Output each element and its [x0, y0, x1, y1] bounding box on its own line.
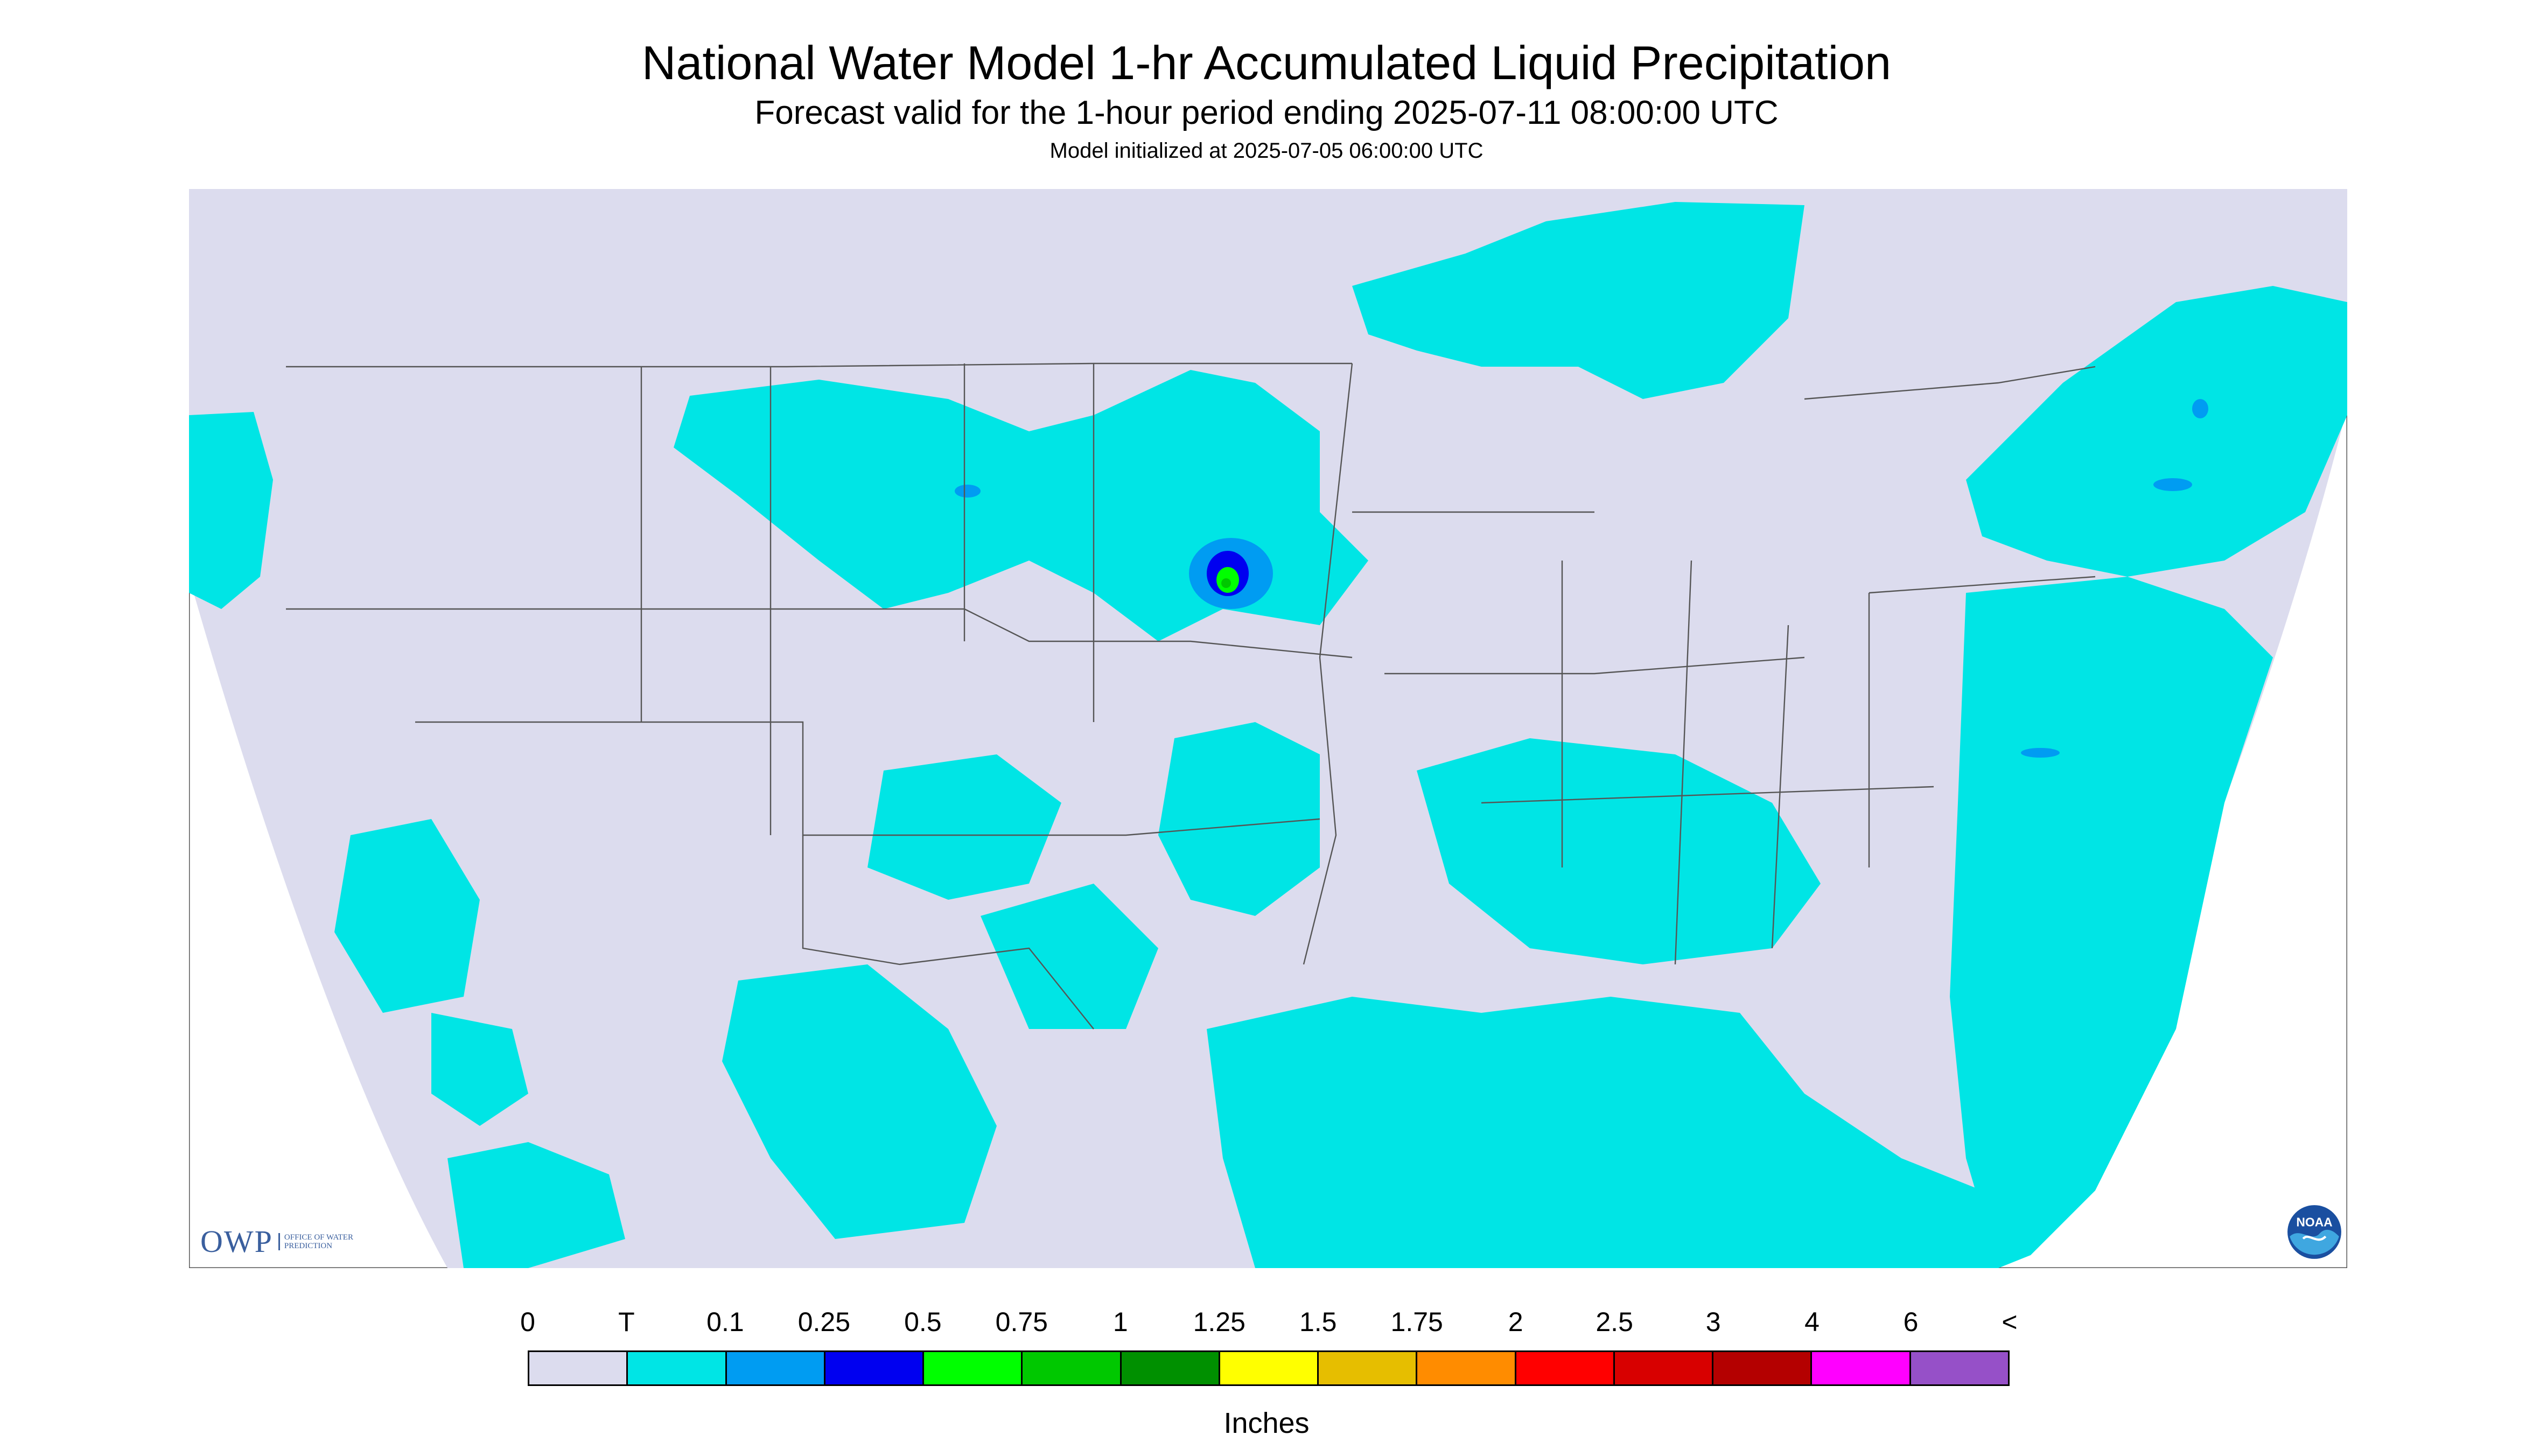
pacific-precip [189, 412, 273, 609]
map-subtitle: Forecast valid for the 1-hour period end… [754, 94, 1779, 131]
legend-tick-label: 4 [1804, 1307, 1820, 1337]
colorado-precip [981, 884, 1158, 1029]
legend-tick-label: 1 [1112, 1307, 1128, 1337]
legend-swatch [529, 1352, 628, 1384]
mexico-precip [722, 964, 997, 1239]
legend-tick-label: 0.1 [706, 1307, 744, 1337]
legend-tick-label: < [2002, 1307, 2018, 1337]
legend-swatch [1121, 1352, 1220, 1384]
legend-tick-label: 1.75 [1390, 1307, 1443, 1337]
minnesota-precip-075 [1221, 578, 1231, 588]
northeast-precip [1966, 286, 2347, 577]
legend-colorbar [528, 1350, 2010, 1386]
model-init-text: Model initialized at 2025-07-05 06:00:00… [1049, 139, 1484, 163]
state-borders [286, 362, 2096, 1030]
legend-swatch [1812, 1352, 1911, 1384]
socal-pacific-precip [447, 1142, 625, 1268]
legend-tick-label: 1.5 [1299, 1307, 1337, 1337]
gulf-precip [1207, 997, 1998, 1268]
legend-swatch [1516, 1352, 1615, 1384]
legend-swatch [1713, 1352, 1813, 1384]
southwest-precip [334, 819, 480, 1013]
precipitation-map [189, 189, 2347, 1268]
legend-tick-labels: 0 T 0.1 0.25 0.5 0.75 1 1.25 1.5 1.75 2 2.5 3 4 6 < [0, 1306, 2533, 1344]
legend-swatch [1220, 1352, 1319, 1384]
legend-swatch [726, 1352, 825, 1384]
legend-swatch [1911, 1352, 2008, 1384]
legend-swatch [1417, 1352, 1516, 1384]
legend-swatch [1614, 1352, 1714, 1384]
legend-units: Inches [1223, 1407, 1310, 1439]
atlantic-precip-010 [2021, 748, 2060, 758]
legend-tick-label: 0.75 [995, 1307, 1048, 1337]
legend-tick-label: 1.25 [1193, 1307, 1245, 1337]
legend-swatch [1023, 1352, 1122, 1384]
legend-swatch [825, 1352, 925, 1384]
legend-swatch [1319, 1352, 1418, 1384]
dakota-precip-010 [955, 485, 981, 498]
noaa-logo: NOAA [2287, 1205, 2341, 1259]
maine-precip-010 [2153, 478, 2192, 491]
legend-swatch [924, 1352, 1023, 1384]
legend-tick-label: 3 [1705, 1307, 1721, 1337]
legend-tick-label: 0 [520, 1307, 535, 1337]
canada-precip [1352, 202, 1804, 399]
legend-tick-label: 2 [1508, 1307, 1523, 1337]
owp-logo-text: OWP [200, 1224, 273, 1259]
owp-logo-subtext: OFFICE OF WATER PREDICTION [278, 1233, 360, 1250]
legend-swatch [628, 1352, 727, 1384]
legend-tick-label: 2.5 [1596, 1307, 1633, 1337]
map-title: National Water Model 1-hr Accumulated Li… [641, 36, 1892, 89]
precip-heavy-areas [955, 399, 2208, 758]
texas-precip [867, 754, 1061, 900]
noaa-logo-text: NOAA [2296, 1215, 2332, 1229]
quebec-precip-010 [2192, 399, 2208, 418]
baja-precip [431, 1013, 528, 1126]
legend-tick-label: 0.5 [904, 1307, 942, 1337]
legend-tick-label: 0.25 [797, 1307, 851, 1337]
legend-tick-label: T [618, 1307, 635, 1337]
legend-tick-label: 6 [1903, 1307, 1919, 1337]
owp-logo: OWP OFFICE OF WATER PREDICTION [200, 1223, 360, 1259]
central-precip [1158, 722, 1320, 916]
